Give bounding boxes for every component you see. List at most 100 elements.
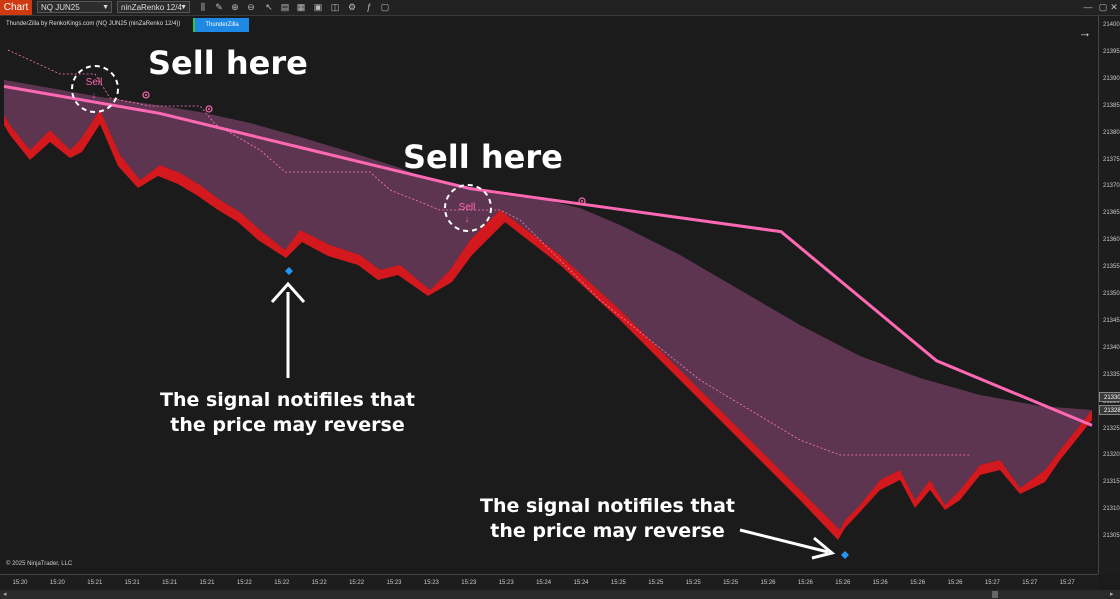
exit-marker [578,197,586,205]
exit-marker [205,105,213,113]
chevron-left-icon[interactable]: ◂ [3,591,7,598]
x-axis-tick-label: 15:20 [12,580,28,586]
zoom-out-icon[interactable]: ⊖ [247,2,255,12]
x-axis-tick-label: 15:27 [1022,580,1038,586]
y-axis-tick-label: 21355 [1103,264,1120,271]
y-axis-tick-label: 21380 [1103,129,1120,136]
minimize-icon[interactable]: — [1083,2,1093,12]
x-axis-tick-label: 15:26 [947,580,963,586]
y-axis-tick-label: 21325 [1103,425,1120,432]
horizontal-scrollbar[interactable]: ◂ ▸ [0,590,1120,599]
x-axis-tick-label: 15:23 [461,580,477,586]
toolbar: Chart NQ JUN25 ▼ ninZaRenko 12/4 ▼ ⫼ ✎ ⊕ ⊖… [0,0,1120,16]
x-axis-tick-label: 15:23 [386,580,402,586]
x-axis-tick-label: 15:21 [87,580,103,586]
sell-here-heading-1: Sell here [148,44,308,82]
x-axis-tick-label: 15:21 [124,580,140,586]
annotation-arrow [739,528,829,554]
y-axis-tick-label: 21310 [1103,506,1120,513]
signal-note-2: The signal notifiles that the price may … [480,495,735,542]
copyright-text: © 2025 NinjaTrader, LLC [6,561,73,567]
x-axis-tick-label: 15:27 [984,580,1000,586]
y-axis-tick-label: 21370 [1103,183,1120,190]
price-axis[interactable] [1098,16,1120,574]
y-axis-tick-label: 21395 [1103,48,1120,55]
thunderzilla-badge[interactable]: ThunderZilla [193,18,249,32]
arrow-down-icon: ↓ [465,214,470,224]
x-axis-tick-label: 15:21 [199,580,215,586]
sell-here-heading-2: Sell here [403,138,563,176]
data-box-icon[interactable]: ▣ [313,2,323,12]
sell-highlight-circle [444,184,492,232]
chevron-right-icon[interactable]: ▸ [1110,591,1114,598]
x-axis-tick-label: 15:24 [573,580,589,586]
x-axis-tick-label: 15:22 [236,580,252,586]
instrument-selector[interactable]: NQ JUN25 ▼ [37,1,112,13]
signal-diamond [841,551,849,559]
x-axis-tick-label: 15:22 [349,580,365,586]
y-axis-tick-label: 21340 [1103,344,1120,351]
y-axis-tick-label: 21390 [1103,75,1120,82]
x-axis-tick-label: 15:24 [536,580,552,586]
trail-stop-line [7,49,970,456]
x-axis-tick-label: 15:25 [723,580,739,586]
y-axis-tick-label: 21385 [1103,102,1120,109]
sell-marker-label: Sell [86,77,103,88]
exit-marker [142,91,150,99]
y-axis-tick-label: 21315 [1103,479,1120,486]
x-axis-tick-label: 15:25 [685,580,701,586]
bar-type-label: ninZaRenko 12/4 [121,3,182,12]
y-axis-tick-label: 21345 [1103,317,1120,324]
signal-note-1: The signal notifiles that the price may … [160,389,415,436]
strategies-icon[interactable]: ⚙ [347,2,357,12]
y-axis-tick-label: 21305 [1103,533,1120,540]
zoom-in-icon[interactable]: ⊕ [231,2,239,12]
indicators-icon[interactable]: ƒ [366,2,372,12]
arrow-down-icon: ↓ [92,90,97,100]
x-axis-tick-label: 15:25 [648,580,664,586]
pencil-icon[interactable]: ✎ [215,2,223,12]
properties-icon[interactable]: ▤ [280,2,290,12]
pointer-icon[interactable]: ↖ [265,2,273,12]
cloud-fill [4,80,1092,530]
x-axis-tick-label: 15:21 [162,580,178,586]
price-chart[interactable]: Sell ↓ Sell ↓ → [0,16,1098,574]
moving-average-line [3,84,1093,427]
x-axis-tick-label: 15:26 [797,580,813,586]
sell-highlight-circle [71,65,119,113]
y-axis-tick-label: 21365 [1103,210,1120,217]
x-axis-tick-label: 15:22 [274,580,290,586]
price-tag: 21328 [1099,405,1120,415]
x-axis-tick-label: 15:26 [910,580,926,586]
x-axis-tick-label: 15:26 [760,580,776,586]
chart-area[interactable]: Sell ↓ Sell ↓ → [0,16,1098,574]
templates-icon[interactable]: ▦ [296,2,306,12]
x-axis-tick-label: 15:27 [1059,580,1075,586]
maximize-icon[interactable]: ▢ [1098,2,1108,12]
renko-bars [4,110,1092,540]
x-axis-tick-label: 15:26 [835,580,851,586]
x-axis-tick-label: 15:23 [498,580,514,586]
scrollbar-thumb[interactable] [992,591,998,598]
chevron-down-icon: ▼ [102,4,109,11]
chart-tab[interactable]: Chart [0,0,32,15]
snapshot-icon[interactable]: ◫ [330,2,340,12]
signal-diamond [285,267,293,275]
x-axis-tick-label: 15:25 [610,580,626,586]
y-axis-tick-label: 21350 [1103,291,1120,297]
chevron-down-icon: ▼ [180,4,187,11]
x-axis-tick-label: 15:26 [872,580,888,586]
window-icon[interactable]: ▢ [380,2,390,12]
y-axis-tick-label: 21360 [1103,237,1120,244]
x-axis-tick-label: 15:20 [49,580,65,586]
y-axis-tick-label: 21400 [1103,22,1120,28]
close-icon[interactable]: ✕ [1110,2,1118,12]
arrow-right-icon[interactable]: → [1079,25,1092,40]
price-tag: 21330 [1099,392,1120,402]
indicator-label: ThunderZilla by RenkoKings.com (NQ JUN25… [6,21,181,27]
bars-icon[interactable]: ⫼ [200,2,206,12]
time-axis[interactable] [0,574,1098,590]
x-axis-tick-label: 15:23 [423,580,439,586]
bar-type-selector[interactable]: ninZaRenko 12/4 ▼ [117,1,190,13]
y-axis-tick-label: 21375 [1103,156,1120,163]
